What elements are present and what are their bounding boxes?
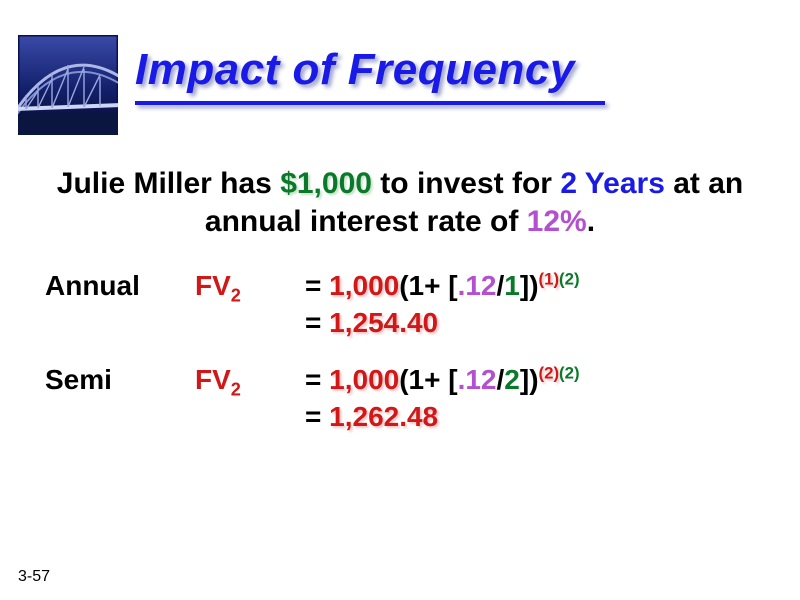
calc-row: Semi FV2 = 1,000(1+ [.12/2])(2)(2) [45, 362, 755, 399]
calc-row: = 1,254.40 [45, 305, 755, 340]
eq-sign: = [305, 401, 329, 432]
eq-principal: 1,000 [329, 270, 399, 301]
fv-symbol: FV2 [195, 362, 305, 399]
intro-amount: $1,000 [280, 167, 372, 200]
fv-text: FV [195, 270, 231, 301]
calc-block-semi: Semi FV2 = 1,000(1+ [.12/2])(2)(2) = 1,2… [45, 362, 755, 434]
eq-sign: = [305, 307, 329, 338]
eq-result: 1,262.48 [329, 401, 438, 432]
calc-row: = 1,262.48 [45, 399, 755, 434]
eq-close: ]) [520, 270, 539, 301]
slide: Impact of Frequency Julie Miller has $1,… [0, 0, 800, 600]
fv-text: FV [195, 364, 231, 395]
intro-part: to invest for [372, 167, 560, 200]
eq-rate: .12 [458, 364, 497, 395]
calc-block-annual: Annual FV2 = 1,000(1+ [.12/1])(1)(2) = 1… [45, 268, 755, 340]
eq-result: 1,254.40 [329, 307, 438, 338]
equation-line: = 1,254.40 [305, 305, 755, 340]
eq-open: (1+ [ [399, 270, 457, 301]
slide-header: Impact of Frequency [0, 0, 800, 150]
title-underline [135, 101, 605, 105]
eq-exp-n: (2) [559, 363, 580, 382]
fv-symbol: FV2 [195, 268, 305, 305]
freq-label: Semi [45, 362, 195, 397]
eq-exp-m: (1) [539, 270, 560, 289]
slide-title: Impact of Frequency [135, 45, 605, 95]
eq-exp-n: (2) [559, 270, 580, 289]
eq-rate: .12 [458, 270, 497, 301]
eq-m: 2 [504, 364, 520, 395]
intro-rate: 12% [527, 205, 587, 238]
eq-open: (1+ [ [399, 364, 457, 395]
slide-number: 3-57 [18, 568, 50, 586]
calc-row: Annual FV2 = 1,000(1+ [.12/1])(1)(2) [45, 268, 755, 305]
equation-line: = 1,000(1+ [.12/2])(2)(2) [305, 362, 755, 397]
eq-principal: 1,000 [329, 364, 399, 395]
logo-image [18, 35, 118, 135]
intro-part: . [587, 205, 595, 238]
fv-subscript: 2 [231, 379, 241, 399]
eq-sign: = [305, 270, 329, 301]
equation-line: = 1,262.48 [305, 399, 755, 434]
slide-body: Julie Miller has $1,000 to invest for 2 … [45, 165, 755, 434]
eq-sign: = [305, 364, 329, 395]
intro-part: Julie Miller has [57, 167, 280, 200]
fv-subscript: 2 [231, 286, 241, 306]
intro-years: 2 Years [560, 167, 665, 200]
intro-text: Julie Miller has $1,000 to invest for 2 … [45, 165, 755, 240]
eq-m: 1 [504, 270, 520, 301]
eq-exp-m: (2) [539, 363, 560, 382]
title-wrap: Impact of Frequency [135, 45, 605, 105]
eq-close: ]) [520, 364, 539, 395]
equation-line: = 1,000(1+ [.12/1])(1)(2) [305, 268, 755, 303]
freq-label: Annual [45, 268, 195, 303]
